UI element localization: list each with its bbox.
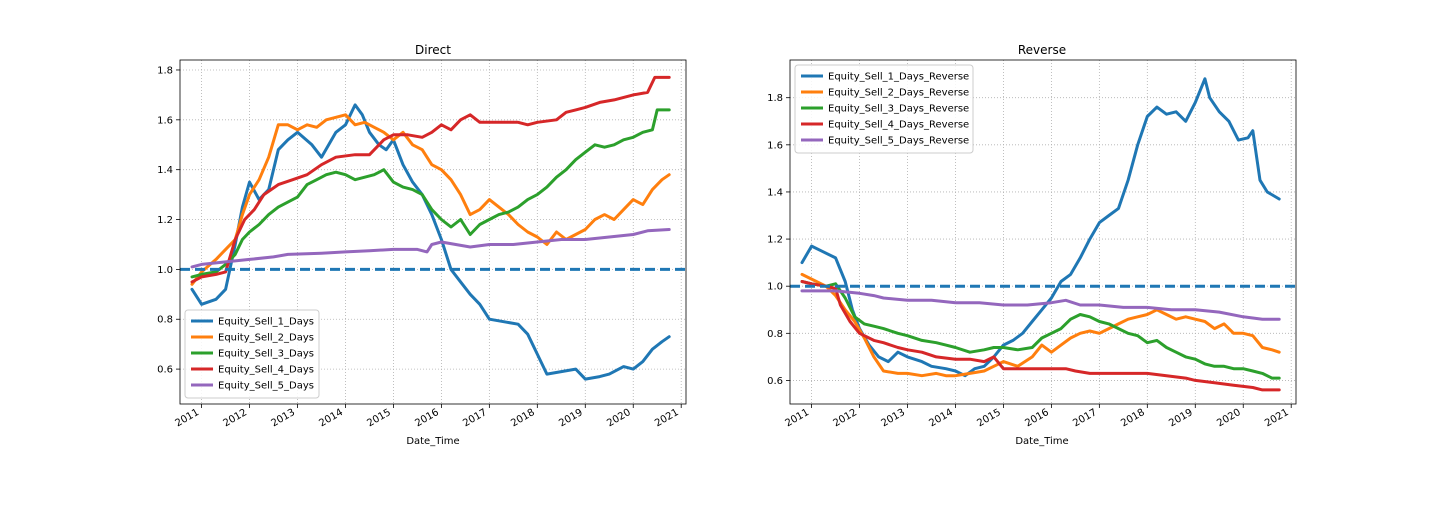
x-tick-label: 2013 <box>269 407 297 429</box>
x-tick-label: 2013 <box>879 407 907 429</box>
x-tick-label: 2017 <box>461 407 489 429</box>
x-tick-label: 2012 <box>222 407 250 429</box>
y-tick-label: 1.8 <box>157 65 173 76</box>
y-tick-label: 0.6 <box>157 365 173 376</box>
x-tick-label: 2014 <box>317 407 345 429</box>
y-tick-label: 1.0 <box>767 282 783 293</box>
series-line-equity-sell-2-days <box>190 113 671 286</box>
x-tick-label: 2018 <box>1119 407 1147 429</box>
x-tick-label: 2019 <box>557 407 585 429</box>
legend: Equity_Sell_1_Days Equity_Sell_2_Days Equi… <box>184 309 320 399</box>
chart-panel-reverse: Reverse Date_Time 2011 2012 2013 2014 2015 20… <box>767 43 1297 447</box>
legend-label: Equity_Sell_3_Days <box>218 349 314 360</box>
x-tick-label: 2021 <box>653 407 681 429</box>
legend-label: Equity_Sell_5_Days <box>218 381 314 392</box>
y-tick-label: 1.6 <box>767 140 783 151</box>
plot-area <box>790 77 1296 392</box>
series-line-equity-sell-1-days-reverse <box>800 77 1281 378</box>
y-tick-label: 0.8 <box>767 329 783 340</box>
legend-label: Equity_Sell_2_Days_Reverse <box>828 88 969 99</box>
legend-label: Equity_Sell_4_Days <box>218 365 314 376</box>
x-tick-label: 2020 <box>605 407 633 429</box>
series-line-equity-sell-3-days <box>190 108 671 279</box>
series-line-equity-sell-4-days-reverse <box>800 280 1281 392</box>
legend-label: Equity_Sell_3_Days_Reverse <box>828 104 969 115</box>
legend-label: Equity_Sell_1_Days_Reverse <box>828 72 969 83</box>
plot-area <box>180 75 686 381</box>
x-tick-label: 2015 <box>365 407 393 429</box>
y-tick-label: 1.0 <box>157 265 173 276</box>
legend-label: Equity_Sell_1_Days <box>218 317 314 328</box>
series-line-equity-sell-5-days <box>190 228 671 269</box>
x-tick-label: 2021 <box>1263 407 1291 429</box>
series-line-equity-sell-4-days <box>190 75 671 284</box>
y-tick-label: 1.4 <box>767 187 783 198</box>
y-tick-label: 1.2 <box>157 215 173 226</box>
axes-frame <box>789 59 1297 405</box>
x-tick-label: 2016 <box>1023 407 1051 429</box>
y-tick-label: 1.4 <box>157 165 173 176</box>
legend: Equity_Sell_1_Days_Reverse Equity_Sell_2_… <box>794 64 974 154</box>
y-tick-label: 1.2 <box>767 235 783 246</box>
y-tick-label: 1.8 <box>767 93 783 104</box>
legend-box <box>184 309 320 399</box>
x-tick-label: 2011 <box>784 407 812 429</box>
x-tick-label: 2011 <box>174 407 202 429</box>
x-tick-label: 2020 <box>1215 407 1243 429</box>
series-line-equity-sell-3-days-reverse <box>800 280 1281 380</box>
series-line-equity-sell-2-days-reverse <box>800 272 1281 378</box>
x-tick-label: 2015 <box>975 407 1003 429</box>
chart-title: Direct <box>415 43 451 57</box>
legend-label: Equity_Sell_2_Days <box>218 333 314 344</box>
x-tick-label: 2012 <box>832 407 860 429</box>
x-tick-label: 2014 <box>927 407 955 429</box>
chart-panel-direct: Direct Date_Time 2011 2012 2013 2014 2015 201… <box>157 43 687 447</box>
y-tick-label: 0.6 <box>767 376 783 387</box>
series-line-equity-sell-5-days-reverse <box>800 289 1281 321</box>
x-axis-label: Date_Time <box>406 436 459 447</box>
x-tick-label: 2018 <box>509 407 537 429</box>
x-tick-label: 2017 <box>1071 407 1099 429</box>
chart-title: Reverse <box>1018 43 1066 57</box>
x-tick-label: 2016 <box>413 407 441 429</box>
y-tick-label: 0.8 <box>157 315 173 326</box>
y-tick-label: 1.6 <box>157 115 173 126</box>
axes-frame <box>179 59 687 405</box>
legend-box <box>794 64 974 154</box>
legend-label: Equity_Sell_4_Days_Reverse <box>828 120 969 131</box>
legend-label: Equity_Sell_5_Days_Reverse <box>828 136 969 147</box>
x-axis-label: Date_Time <box>1015 436 1068 447</box>
x-tick-label: 2019 <box>1167 407 1195 429</box>
